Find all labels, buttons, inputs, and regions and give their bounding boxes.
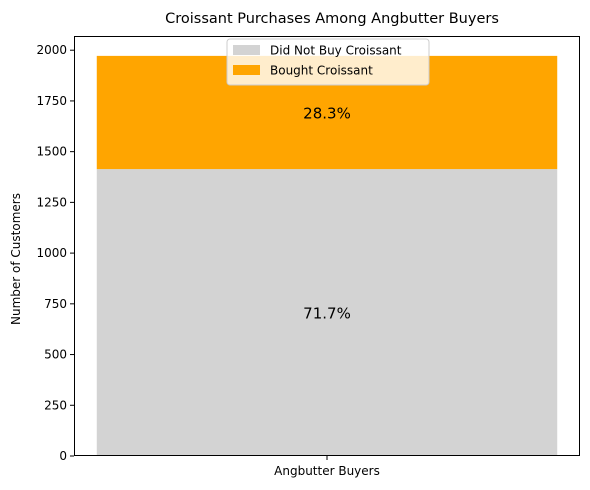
legend-swatch bbox=[233, 65, 260, 75]
y-tick-label: 250 bbox=[44, 398, 67, 412]
y-tick-label: 1000 bbox=[36, 246, 67, 260]
legend-swatch bbox=[233, 45, 260, 55]
segment-percent-label: 71.7% bbox=[303, 305, 351, 323]
x-tick-label: Angbutter Buyers bbox=[274, 464, 380, 478]
bars bbox=[96, 55, 558, 457]
y-tick-label: 1250 bbox=[36, 195, 67, 209]
y-tick-label: 1750 bbox=[36, 94, 67, 108]
x-axis: Angbutter Buyers bbox=[274, 456, 380, 478]
chart-title: Croissant Purchases Among Angbutter Buye… bbox=[165, 11, 499, 27]
y-axis: 0 250 500 750 1000 1250 1500 1750 2000 bbox=[36, 43, 74, 463]
y-tick-label: 1500 bbox=[36, 145, 67, 159]
y-tick-label: 750 bbox=[44, 297, 67, 311]
y-tick-label: 2000 bbox=[36, 43, 67, 57]
y-axis-title: Number of Customers bbox=[9, 193, 23, 325]
legend-label: Bought Croissant bbox=[270, 64, 373, 78]
plot-frame bbox=[74, 36, 580, 456]
legend-label: Did Not Buy Croissant bbox=[270, 44, 402, 58]
legend: Did Not Buy Croissant Bought Croissant bbox=[226, 38, 430, 86]
y-tick-label: 0 bbox=[59, 449, 67, 463]
legend-box bbox=[226, 38, 430, 86]
bar-segment-0 bbox=[96, 169, 558, 457]
segment-percent-label: 28.3% bbox=[303, 104, 351, 122]
data-labels: 71.7% 28.3% bbox=[303, 104, 351, 322]
y-tick-label: 500 bbox=[44, 348, 67, 362]
